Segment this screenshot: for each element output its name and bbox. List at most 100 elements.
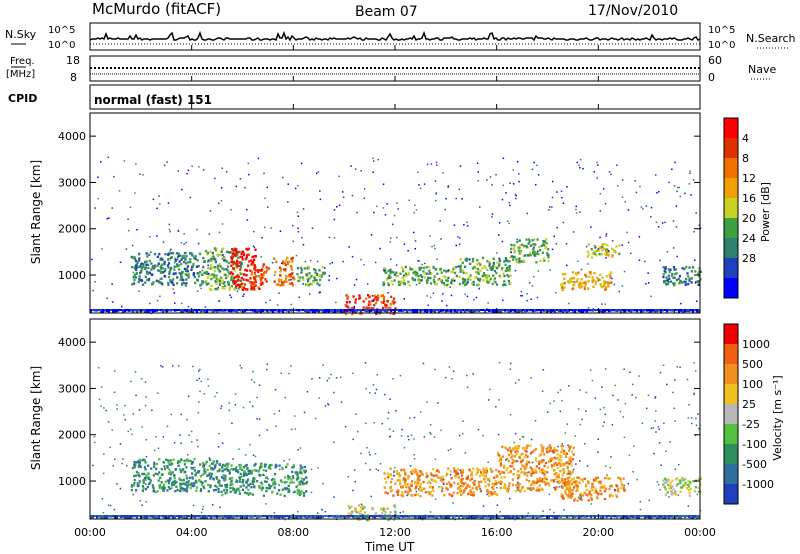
data-cell xyxy=(688,404,690,406)
data-cell xyxy=(521,452,524,456)
data-cell xyxy=(353,469,356,471)
data-cell xyxy=(220,250,223,253)
data-cell xyxy=(506,309,508,312)
data-cell xyxy=(196,228,198,231)
data-cell xyxy=(539,249,542,252)
data-cell xyxy=(549,402,551,405)
data-cell xyxy=(404,515,406,518)
data-cell xyxy=(566,487,569,491)
data-cell xyxy=(532,480,535,483)
data-cell xyxy=(142,479,145,482)
data-cell xyxy=(191,467,194,470)
data-cell xyxy=(290,515,292,519)
data-cell xyxy=(288,372,290,375)
data-cell xyxy=(178,260,181,263)
data-cell xyxy=(671,485,674,488)
data-cell xyxy=(166,466,169,469)
data-cell xyxy=(428,269,431,272)
data-cell xyxy=(228,515,230,519)
data-cell xyxy=(436,164,438,166)
data-cell xyxy=(516,487,519,489)
data-cell xyxy=(566,186,568,188)
data-cell xyxy=(388,428,391,430)
data-cell xyxy=(374,515,376,519)
data-cell xyxy=(579,158,582,161)
data-cell xyxy=(579,286,582,289)
data-cell xyxy=(224,491,227,495)
data-cell xyxy=(540,453,543,456)
data-cell xyxy=(664,515,666,519)
data-cell xyxy=(218,482,221,484)
data-cell xyxy=(523,254,527,257)
data-cell xyxy=(211,251,214,255)
data-cell xyxy=(289,265,292,268)
data-cell xyxy=(363,197,366,199)
data-cell xyxy=(410,484,413,487)
data-cell xyxy=(516,473,519,477)
data-cell xyxy=(536,309,538,312)
data-cell xyxy=(468,258,471,261)
data-cell xyxy=(133,478,136,482)
data-cell xyxy=(258,515,260,518)
data-cell xyxy=(159,277,162,281)
data-cell xyxy=(558,309,560,313)
data-cell xyxy=(468,485,471,488)
data-cell xyxy=(493,492,496,495)
data-cell xyxy=(206,468,209,472)
data-cell xyxy=(531,472,533,475)
data-cell xyxy=(208,472,211,475)
data-cell xyxy=(506,515,508,519)
data-cell xyxy=(244,268,247,272)
data-cell xyxy=(363,264,365,266)
data-cell xyxy=(346,516,349,520)
data-cell xyxy=(492,484,495,488)
data-cell xyxy=(478,288,480,290)
data-cell xyxy=(141,484,144,488)
data-cell xyxy=(437,476,440,479)
data-cell xyxy=(290,282,294,285)
data-cell xyxy=(372,384,375,386)
data-cell xyxy=(191,461,194,464)
data-cell xyxy=(229,294,231,296)
data-cell xyxy=(373,300,375,302)
data-cell xyxy=(417,275,420,278)
data-cell xyxy=(352,515,354,518)
data-cell xyxy=(253,264,256,267)
data-cell xyxy=(239,364,241,367)
data-cell xyxy=(228,251,231,254)
data-cell xyxy=(302,482,305,485)
data-cell xyxy=(191,165,193,167)
data-cell xyxy=(290,303,292,306)
data-cell xyxy=(526,254,529,257)
data-cell xyxy=(563,277,566,280)
data-cell xyxy=(417,171,419,173)
data-cell xyxy=(644,515,646,519)
data-cell xyxy=(193,481,196,485)
data-cell xyxy=(362,309,364,312)
data-cell xyxy=(480,309,482,312)
freq-tick-bottom: 8 xyxy=(70,71,77,84)
data-cell xyxy=(215,477,218,480)
data-cell xyxy=(181,276,184,279)
data-cell xyxy=(639,185,641,188)
data-cell xyxy=(316,309,318,312)
data-cell xyxy=(257,270,260,273)
data-cell xyxy=(178,460,182,464)
data-cell xyxy=(388,309,390,312)
data-cell xyxy=(389,511,392,514)
data-cell xyxy=(588,490,591,493)
data-cell xyxy=(291,284,294,287)
data-cell xyxy=(683,483,687,486)
data-cell xyxy=(222,247,225,250)
data-cell xyxy=(372,171,374,173)
data-cell xyxy=(220,405,223,407)
data-cell xyxy=(218,270,222,273)
data-cell xyxy=(141,426,143,428)
data-cell xyxy=(120,515,122,519)
data-cell xyxy=(226,491,229,494)
data-cell xyxy=(538,454,541,457)
data-cell xyxy=(689,170,691,172)
data-cell xyxy=(163,483,166,486)
data-cell xyxy=(315,279,318,282)
